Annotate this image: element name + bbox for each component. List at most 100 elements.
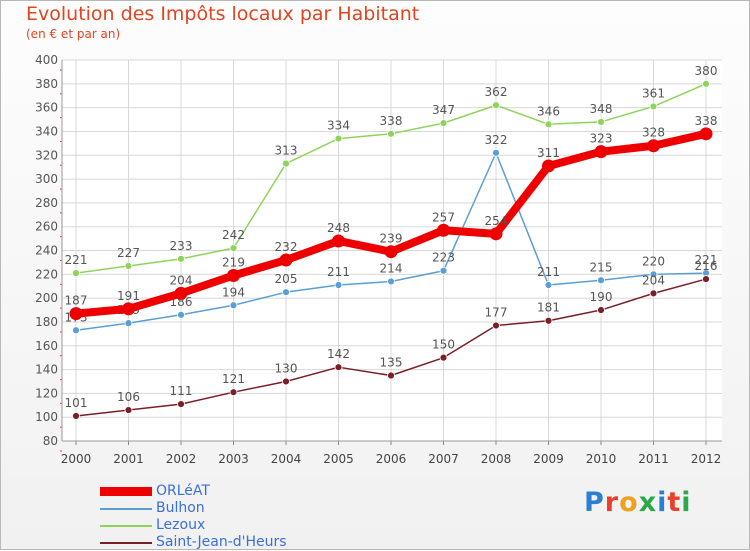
legend-swatch bbox=[100, 508, 152, 510]
data-label: 106 bbox=[117, 390, 140, 404]
data-point bbox=[437, 223, 450, 237]
logo-letter: o bbox=[619, 487, 639, 518]
legend-item: Saint-Jean-d'Heurs bbox=[100, 534, 300, 551]
logo-letter: i bbox=[657, 487, 668, 518]
data-point bbox=[177, 400, 185, 408]
y-tick-label: 120 bbox=[35, 386, 58, 400]
x-tick-label: 2006 bbox=[376, 452, 407, 466]
data-label: 204 bbox=[642, 273, 665, 287]
legend-swatch bbox=[100, 487, 152, 496]
series-bulhon: 173179186194205211214223322211215220221 bbox=[65, 133, 717, 335]
data-label: 328 bbox=[642, 126, 665, 140]
data-label: 211 bbox=[327, 265, 350, 279]
data-point bbox=[439, 119, 448, 128]
x-tick-label: 2009 bbox=[533, 452, 564, 466]
data-label: 348 bbox=[590, 102, 613, 116]
data-label: 150 bbox=[432, 338, 455, 352]
data-point bbox=[492, 148, 500, 157]
data-point bbox=[229, 301, 238, 310]
y-tick-label: 260 bbox=[35, 220, 58, 234]
data-point bbox=[227, 269, 240, 283]
y-tick-label: 360 bbox=[35, 101, 58, 115]
y-tick-label: 140 bbox=[35, 363, 58, 377]
x-tick-label: 2011 bbox=[638, 452, 669, 466]
data-point bbox=[702, 79, 710, 88]
x-tick-label: 2005 bbox=[323, 452, 354, 466]
logo-letter: r bbox=[604, 487, 620, 518]
data-point bbox=[72, 412, 80, 420]
data-point bbox=[649, 289, 658, 298]
data-label: 322 bbox=[485, 133, 508, 147]
data-label: 101 bbox=[65, 396, 88, 410]
data-point bbox=[174, 286, 188, 300]
data-label: 205 bbox=[275, 272, 298, 286]
y-tick-label: 340 bbox=[35, 124, 58, 138]
data-point bbox=[229, 388, 238, 397]
data-point bbox=[542, 159, 555, 173]
data-label: 219 bbox=[222, 256, 245, 270]
data-label: 239 bbox=[380, 232, 403, 246]
x-tick-label: 2008 bbox=[481, 452, 512, 466]
data-label: 257 bbox=[432, 210, 455, 224]
data-label: 220 bbox=[642, 254, 665, 268]
y-tick-label: 220 bbox=[35, 267, 58, 281]
data-point bbox=[282, 288, 290, 297]
data-label: 227 bbox=[117, 246, 140, 260]
data-label: 233 bbox=[170, 239, 193, 253]
data-label: 338 bbox=[380, 114, 403, 128]
data-point bbox=[332, 234, 345, 248]
data-label: 204 bbox=[170, 273, 193, 287]
x-tick-label: 2010 bbox=[586, 452, 617, 466]
data-label: 248 bbox=[327, 221, 350, 235]
data-label: 346 bbox=[537, 104, 560, 118]
y-tick-label: 300 bbox=[35, 172, 58, 186]
data-point bbox=[334, 134, 343, 143]
data-label: 232 bbox=[275, 240, 298, 254]
data-point bbox=[439, 266, 448, 275]
data-label: 111 bbox=[170, 384, 193, 398]
data-point bbox=[334, 363, 343, 372]
data-label: 380 bbox=[695, 64, 718, 78]
data-label: 214 bbox=[380, 261, 403, 275]
data-point bbox=[544, 316, 553, 325]
data-label: 191 bbox=[117, 289, 140, 303]
data-point bbox=[177, 310, 185, 319]
data-point bbox=[489, 227, 503, 241]
legend-swatch bbox=[100, 542, 152, 544]
legend-item: Bulhon bbox=[100, 500, 300, 517]
y-tick-label: 240 bbox=[35, 244, 58, 258]
data-label: 254 bbox=[485, 214, 508, 228]
y-tick-label: 100 bbox=[35, 410, 58, 424]
y-tick-label: 400 bbox=[35, 53, 58, 67]
data-label: 181 bbox=[537, 301, 560, 315]
data-point bbox=[647, 139, 660, 153]
proxiti-logo: Proxiti bbox=[584, 487, 692, 518]
logo-letter: x bbox=[638, 487, 658, 518]
data-label: 142 bbox=[327, 347, 350, 361]
x-tick-label: 2004 bbox=[271, 452, 302, 466]
logo-letter: t bbox=[667, 487, 682, 518]
data-label: 221 bbox=[65, 253, 88, 267]
data-label: 194 bbox=[222, 285, 245, 299]
chart-title: Evolution des Impôts locaux par Habitant bbox=[26, 3, 420, 25]
data-label: 177 bbox=[485, 306, 508, 320]
data-point bbox=[702, 275, 710, 283]
data-point bbox=[597, 306, 605, 314]
data-point bbox=[384, 245, 398, 259]
legend: ORLéAT Bulhon Lezoux Saint-Jean-d'Heurs bbox=[100, 483, 300, 551]
data-point bbox=[282, 159, 290, 168]
series-saint-jean-d-heurs: 101 106 111 121 130 142 135 150 177 181 190 204 216 bbox=[65, 259, 718, 420]
data-label: 216 bbox=[695, 259, 718, 273]
data-point bbox=[439, 353, 448, 362]
data-label: 313 bbox=[275, 144, 298, 158]
data-point bbox=[124, 406, 133, 414]
data-label: 361 bbox=[642, 86, 665, 100]
data-point bbox=[124, 262, 133, 270]
data-point bbox=[544, 120, 553, 129]
data-point bbox=[492, 101, 500, 110]
data-label: 190 bbox=[590, 290, 613, 304]
data-label: 215 bbox=[590, 260, 613, 274]
data-label: 338 bbox=[695, 114, 718, 128]
data-point bbox=[387, 371, 395, 380]
y-tick-label: 380 bbox=[35, 77, 58, 91]
